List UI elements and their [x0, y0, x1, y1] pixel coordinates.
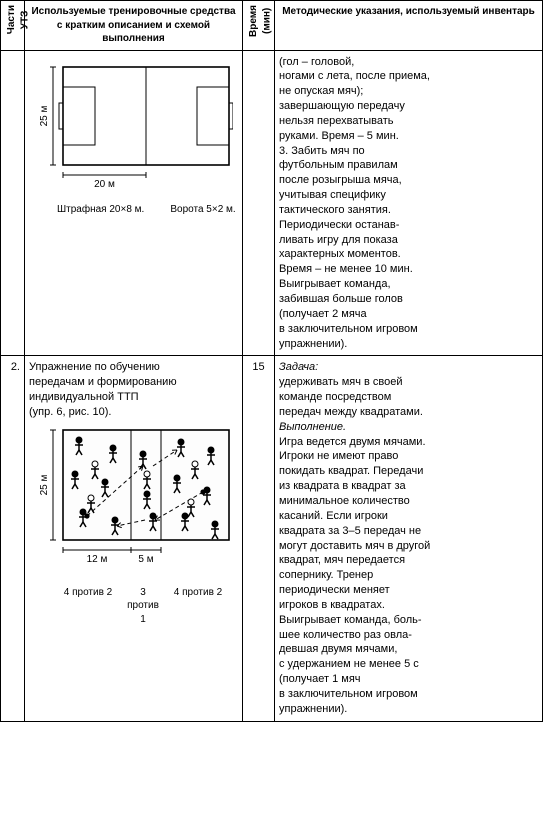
fig1-caption-right: Ворота 5×2 м. [166, 203, 235, 217]
header-col4: Методические указания, используемый инве… [275, 1, 543, 51]
svg-text:20 м: 20 м [94, 179, 115, 190]
header-col2: Используемые тренировочные средства с кр… [25, 1, 243, 51]
body-row-2: 2. Упражнение по обучениюпередачам и фор… [1, 356, 543, 721]
svg-text:25 м: 25 м [39, 474, 50, 495]
row2-desc: Упражнение по обучениюпередачам и формир… [25, 356, 243, 721]
row2-num: 2. [1, 356, 25, 721]
header-row: ЧастиУТЗ Используемые тренировочные сред… [1, 1, 543, 51]
fig1-caption-left: Штрафная 20×8 м. [53, 203, 144, 217]
row2-time: 15 [243, 356, 275, 721]
row2-desc-lines: Упражнение по обучениюпередачам и формир… [29, 360, 238, 419]
row1-time [243, 50, 275, 356]
header-col3-text: Время(мин) [247, 5, 274, 37]
row1-num [1, 50, 25, 356]
body-row-1: 25 м20 м Штрафная 20×8 м. Ворота 5×2 м. … [1, 50, 543, 356]
figure2-block: 25 м 12 м 5 м 4 против 2 3 против 1 4 прот… [29, 426, 238, 627]
fig2-below1: 4 против 2 [57, 586, 119, 627]
header-col1: ЧастиУТЗ [1, 1, 25, 51]
header-col3: Время(мин) [243, 1, 275, 51]
svg-text:12 м: 12 м [86, 554, 107, 565]
svg-text:25 м: 25 м [39, 105, 50, 126]
row1-method: (гол – головой,ногами с лета, после прие… [275, 50, 543, 356]
fig2-below3: 4 против 2 [167, 586, 229, 627]
row1-desc: 25 м 20 м Штрафная 20×8 м. Ворота 5×2 м. [25, 50, 243, 356]
svg-text:5 м: 5 м [138, 554, 153, 565]
figure1-block: 25 м 20 м Штрафная 20×8 м. Ворота 5×2 м. [29, 61, 238, 217]
fig2-below2: 3 против 1 [123, 586, 163, 627]
row2-method: Задача:удерживать мяч в своейкоманде пос… [275, 356, 543, 721]
header-col1-text: ЧастиУТЗ [5, 5, 32, 34]
figure2-svg: 25 м 12 м 5 м [35, 426, 233, 576]
figure1-svg: 25 м 20 м [35, 61, 233, 191]
training-table: ЧастиУТЗ Используемые тренировочные сред… [0, 0, 543, 722]
